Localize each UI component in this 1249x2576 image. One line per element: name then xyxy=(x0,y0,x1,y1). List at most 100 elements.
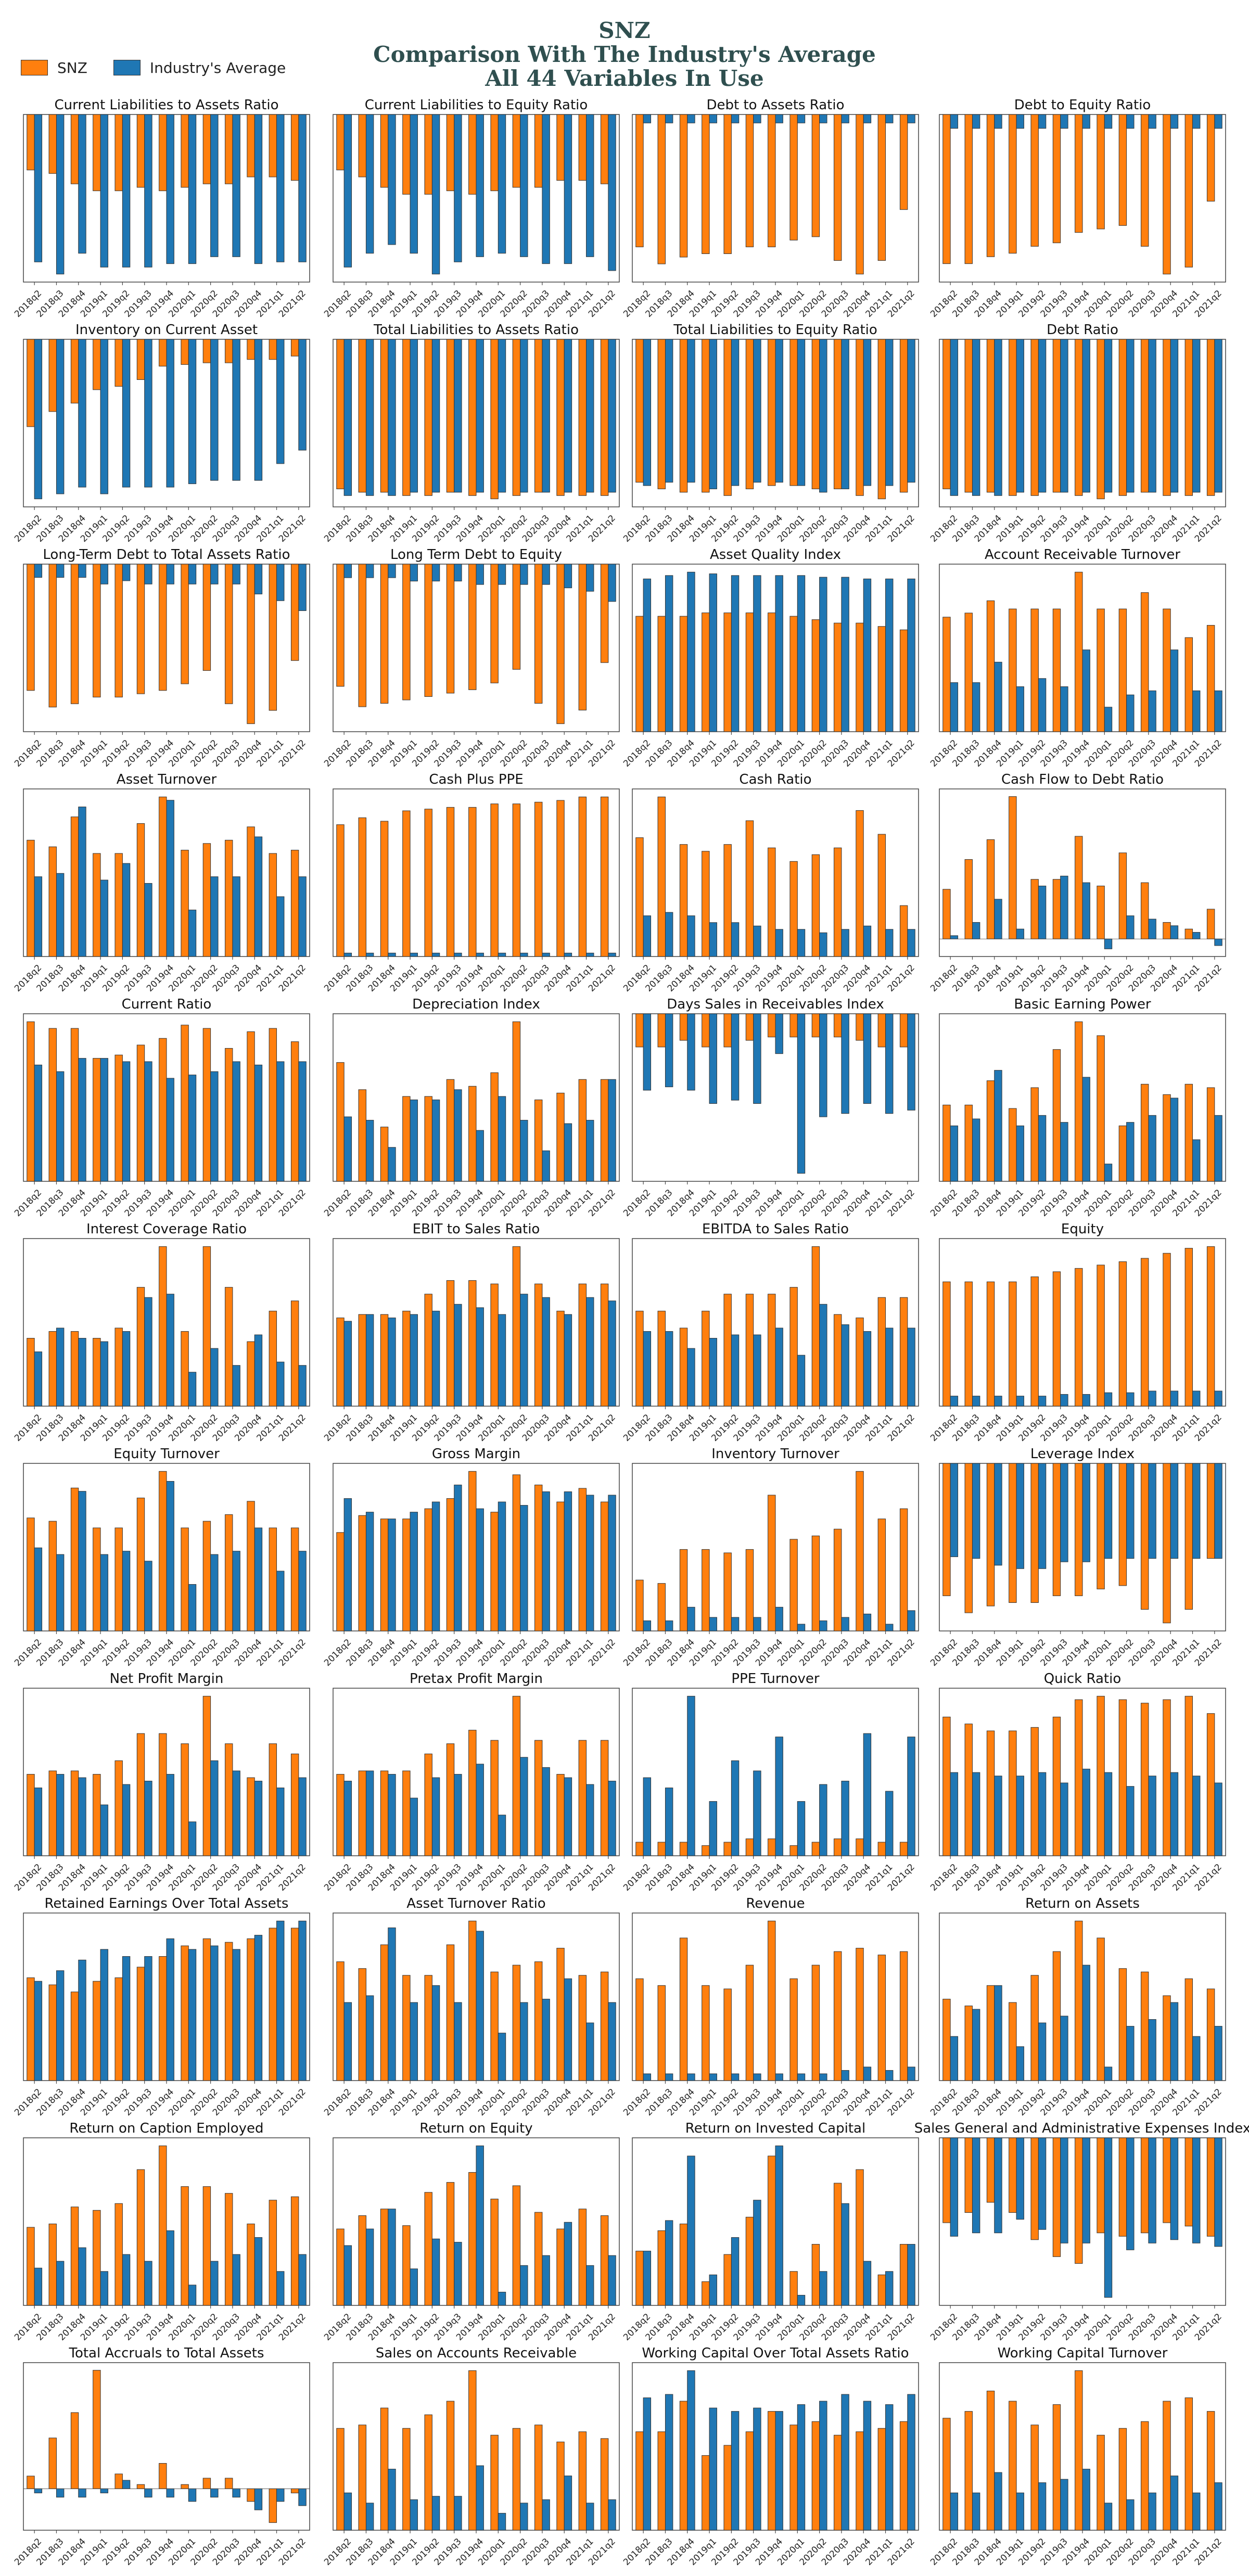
bar-company xyxy=(27,2227,35,2306)
bar-industry xyxy=(454,339,462,493)
bar-company xyxy=(136,823,145,957)
bar-industry xyxy=(298,2488,307,2506)
bar-industry xyxy=(950,114,959,129)
bar-company xyxy=(424,1753,432,1856)
chart-title: Gross Margin xyxy=(432,1446,520,1462)
bar-industry xyxy=(100,564,108,584)
bar-industry xyxy=(665,2394,673,2531)
bar-company xyxy=(468,2370,477,2531)
bar-company xyxy=(556,1774,565,1856)
bar-company xyxy=(1118,339,1127,496)
chart-panel: Cash Plus PPE2018q22018q32018q42019q1201… xyxy=(322,772,620,994)
bar-company xyxy=(1163,1699,1171,1856)
bar-company xyxy=(202,114,211,184)
bar-company xyxy=(600,1740,609,1856)
bar-company xyxy=(247,564,255,724)
bar-company xyxy=(468,1471,477,1631)
bar-company xyxy=(1052,879,1061,939)
chart-panel: Sales on Accounts Receivable2018q22018q3… xyxy=(322,2345,620,2568)
bar-company xyxy=(964,1724,973,1856)
chart-panel: Debt to Assets Ratio2018q22018q32018q420… xyxy=(621,97,919,320)
bar-industry xyxy=(841,1013,849,1114)
bar-industry xyxy=(643,114,652,123)
bar-company xyxy=(834,114,842,261)
bar-company xyxy=(358,1770,366,1856)
bar-company xyxy=(424,1096,432,1182)
bar-company xyxy=(986,114,995,257)
bar-industry xyxy=(1060,339,1068,493)
bar-company xyxy=(1052,1049,1061,1182)
chart-panel: Current Liabilities to Equity Ratio2018q… xyxy=(322,97,620,320)
bar-company xyxy=(856,1948,864,2081)
bar-company xyxy=(768,1013,776,1038)
bar-industry xyxy=(709,2407,717,2531)
bar-industry xyxy=(144,883,152,957)
bar-industry xyxy=(232,2488,240,2498)
chart-panel: Asset Turnover2018q22018q32018q42019q120… xyxy=(12,772,310,994)
bar-company xyxy=(446,564,455,694)
bar-company xyxy=(877,1013,886,1048)
bar-company xyxy=(114,114,123,192)
bar-company xyxy=(290,2196,299,2306)
bar-industry xyxy=(885,929,894,957)
bar-company xyxy=(811,2244,820,2306)
bar-company xyxy=(877,2274,886,2306)
bar-industry xyxy=(542,1998,550,2081)
bar-industry xyxy=(365,114,374,254)
chart-title: Account Receivable Turnover xyxy=(985,547,1180,563)
bar-company xyxy=(745,2216,754,2306)
bar-company xyxy=(1009,796,1017,939)
bar-industry xyxy=(232,339,240,481)
bar-industry xyxy=(1214,938,1222,946)
bar-company xyxy=(358,1968,366,2081)
bar-industry xyxy=(232,876,240,957)
chart-title: Total Liabilities to Assets Ratio xyxy=(373,322,579,338)
chart-panel: Asset Turnover Ratio2018q22018q32018q420… xyxy=(322,1896,620,2118)
chart-title: Equity Turnover xyxy=(113,1446,220,1462)
bar-company xyxy=(27,1977,35,2081)
bar-industry xyxy=(643,2398,652,2531)
bar-company xyxy=(247,339,255,360)
bar-company xyxy=(424,1294,432,1407)
bar-company xyxy=(1030,608,1039,732)
bar-company xyxy=(1118,1699,1127,1856)
bar-industry xyxy=(643,1620,652,1631)
bar-industry xyxy=(298,2254,307,2306)
bar-company xyxy=(811,1842,820,1856)
bar-company xyxy=(380,114,389,188)
bar-industry xyxy=(841,2070,849,2081)
bar-company xyxy=(136,114,145,188)
bar-industry xyxy=(775,2145,783,2306)
bar-industry xyxy=(388,564,396,578)
bar-industry xyxy=(687,571,695,732)
bar-company xyxy=(702,1845,710,1856)
bar-industry xyxy=(1060,2016,1068,2081)
bar-company xyxy=(358,339,366,493)
bar-industry xyxy=(431,1501,440,1631)
bar-company xyxy=(534,564,543,704)
bar-industry xyxy=(564,952,572,957)
chart-panel: Return on Assets2018q22018q32018q42019q1… xyxy=(928,1896,1226,2118)
bar-company xyxy=(290,1041,299,1182)
bar-company xyxy=(446,339,455,493)
bar-industry xyxy=(100,1554,108,1631)
bar-company xyxy=(899,1842,908,1856)
bar-company xyxy=(964,1281,973,1407)
bar-industry xyxy=(797,2073,806,2081)
bar-industry xyxy=(298,1777,307,1856)
bar-industry xyxy=(950,339,959,496)
bar-company xyxy=(556,1310,565,1407)
bar-company xyxy=(1206,114,1215,202)
bar-industry xyxy=(1038,678,1047,732)
bar-industry xyxy=(994,339,1002,496)
bar-company xyxy=(1184,339,1193,496)
bar-company xyxy=(424,1508,432,1631)
bar-industry xyxy=(863,114,872,123)
bar-company xyxy=(1030,1727,1039,1856)
bar-company xyxy=(679,1549,688,1631)
bar-industry xyxy=(454,1304,462,1407)
bar-industry xyxy=(166,1078,174,1182)
bar-industry xyxy=(144,339,152,488)
bar-industry xyxy=(907,2244,915,2306)
bar-company xyxy=(1184,1463,1193,1610)
